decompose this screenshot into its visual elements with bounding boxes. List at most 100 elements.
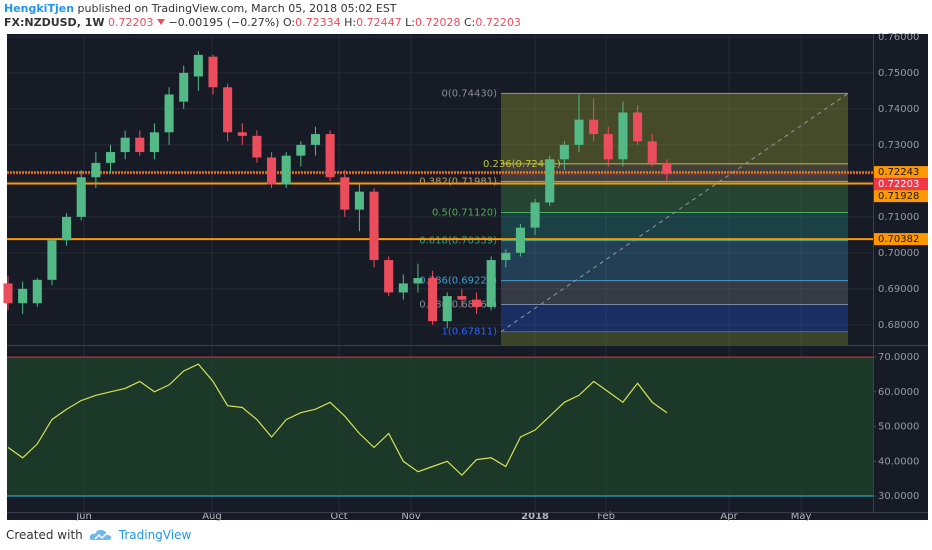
header-line-1: HengkiTjen published on TradingView.com,… <box>4 2 521 16</box>
price-label-box <box>873 166 928 179</box>
y-tick-label: 30.0000 <box>878 491 919 502</box>
candle-body <box>237 132 247 136</box>
rsi-band-fill <box>7 357 873 497</box>
candle-body <box>223 87 233 133</box>
price-label: 0.70382 <box>878 234 919 245</box>
fib-label: 1(0.67811) <box>441 327 497 338</box>
y-tick-label: 70.0000 <box>878 352 919 363</box>
candle-body <box>413 278 423 284</box>
y-tick-label: 0.75000 <box>878 68 919 79</box>
h-label: H: <box>344 16 357 29</box>
y-tick-label: 0.70000 <box>878 248 919 259</box>
last: 0.72203 <box>108 16 154 29</box>
published: published on TradingView.com, March 05, … <box>77 2 397 15</box>
fib-band <box>501 181 848 213</box>
l-label: L: <box>405 16 415 29</box>
candle-body <box>120 137 130 153</box>
candle-body <box>633 112 643 142</box>
price-label: 0.71928 <box>878 191 919 202</box>
candle-body <box>164 94 174 133</box>
candle-body <box>281 155 291 185</box>
candle-body <box>208 56 218 88</box>
candle-body <box>354 191 364 210</box>
fib-label: 0.5(0.71120) <box>432 208 497 219</box>
candle-body <box>3 283 13 304</box>
y-tick-label: 0.76000 <box>878 32 919 43</box>
tradingview-logo <box>89 529 111 540</box>
price-label: 0.72243 <box>878 167 919 178</box>
candle-body <box>559 144 569 160</box>
symbol: FX:NZDUSD, 1W <box>4 16 105 29</box>
o-label: O: <box>282 16 296 29</box>
x-tick-label: Nov <box>401 511 421 522</box>
candle-body <box>428 278 438 322</box>
fib-band <box>501 93 848 164</box>
candle-body <box>76 177 86 217</box>
x-tick-label: May <box>791 511 812 522</box>
low: 0.72028 <box>414 16 461 29</box>
fib-band <box>501 212 848 241</box>
y-tick-label: 0.73000 <box>878 140 919 151</box>
candle-body <box>369 191 379 261</box>
fib-band <box>501 240 848 281</box>
y-tick-label: 0.68000 <box>878 320 919 331</box>
candle-body <box>486 260 496 307</box>
candle-body <box>296 144 306 156</box>
fib-band <box>501 304 848 332</box>
fib-label: 0.886(0.68566) <box>419 299 497 310</box>
c-label: C: <box>463 16 476 29</box>
header-line-2: FX:NZDUSD, 1W 0.72203 −0.00195 (−0.27%) … <box>4 16 521 30</box>
open: 0.72334 <box>295 16 341 29</box>
y-tick-label: 60.0000 <box>878 387 919 398</box>
fib-label: 0.236(0.72471) <box>483 159 561 170</box>
candle-body <box>325 134 335 178</box>
candle-body <box>471 299 482 307</box>
down-arrow <box>157 19 165 25</box>
candle-body <box>193 54 203 77</box>
price-label-box <box>873 190 928 203</box>
candle-body <box>457 296 467 300</box>
close: 0.72203 <box>475 16 521 29</box>
price-label-box <box>873 233 928 246</box>
y-tick-label: 40.0000 <box>878 456 919 467</box>
y-tick-label: 0.74000 <box>878 104 919 115</box>
candle-body <box>47 240 57 280</box>
x-tick-label: Aug <box>202 511 222 522</box>
candle-body <box>530 202 540 228</box>
candle-body <box>267 157 277 185</box>
candle-body <box>179 72 189 102</box>
candle-body <box>91 162 101 178</box>
fib-trend-line <box>500 92 849 333</box>
price-label: 0.72203 <box>878 179 919 190</box>
header: HengkiTjen published on TradingView.com,… <box>4 2 521 30</box>
candle-body <box>252 135 262 158</box>
candle-body <box>647 141 657 163</box>
fib-label: 0.382(0.71981) <box>419 177 497 188</box>
y-tick-label: 50.0000 <box>878 422 919 433</box>
footer: Created with TradingView <box>6 528 191 542</box>
author[interactable]: HengkiTjen <box>4 2 75 15</box>
candle-body <box>149 132 159 153</box>
candle-body <box>32 279 42 304</box>
x-tick-label: Jun <box>75 511 92 522</box>
candle-body <box>442 296 452 322</box>
candle-body <box>384 260 394 293</box>
x-tick-label: Apr <box>720 511 738 522</box>
candle-body <box>589 119 599 135</box>
change: −0.00195 (−0.27%) <box>168 16 280 29</box>
candle-body <box>340 177 350 210</box>
created-with: Created with <box>6 528 83 542</box>
brand[interactable]: TradingView <box>118 528 192 542</box>
x-tick-label: Feb <box>597 511 615 522</box>
candle-body <box>545 159 555 203</box>
price-label-box <box>873 178 928 191</box>
x-tick-label: Oct <box>330 511 347 522</box>
candle-body <box>662 162 672 174</box>
candle-body <box>618 112 628 160</box>
fib-band <box>501 280 848 305</box>
candle-body <box>135 137 145 153</box>
chart: 0.680000.690000.700000.710000.720000.730… <box>3 32 928 522</box>
x-tick-label: 2018 <box>521 511 549 522</box>
fib-label: 0.786(0.69227) <box>419 276 497 287</box>
